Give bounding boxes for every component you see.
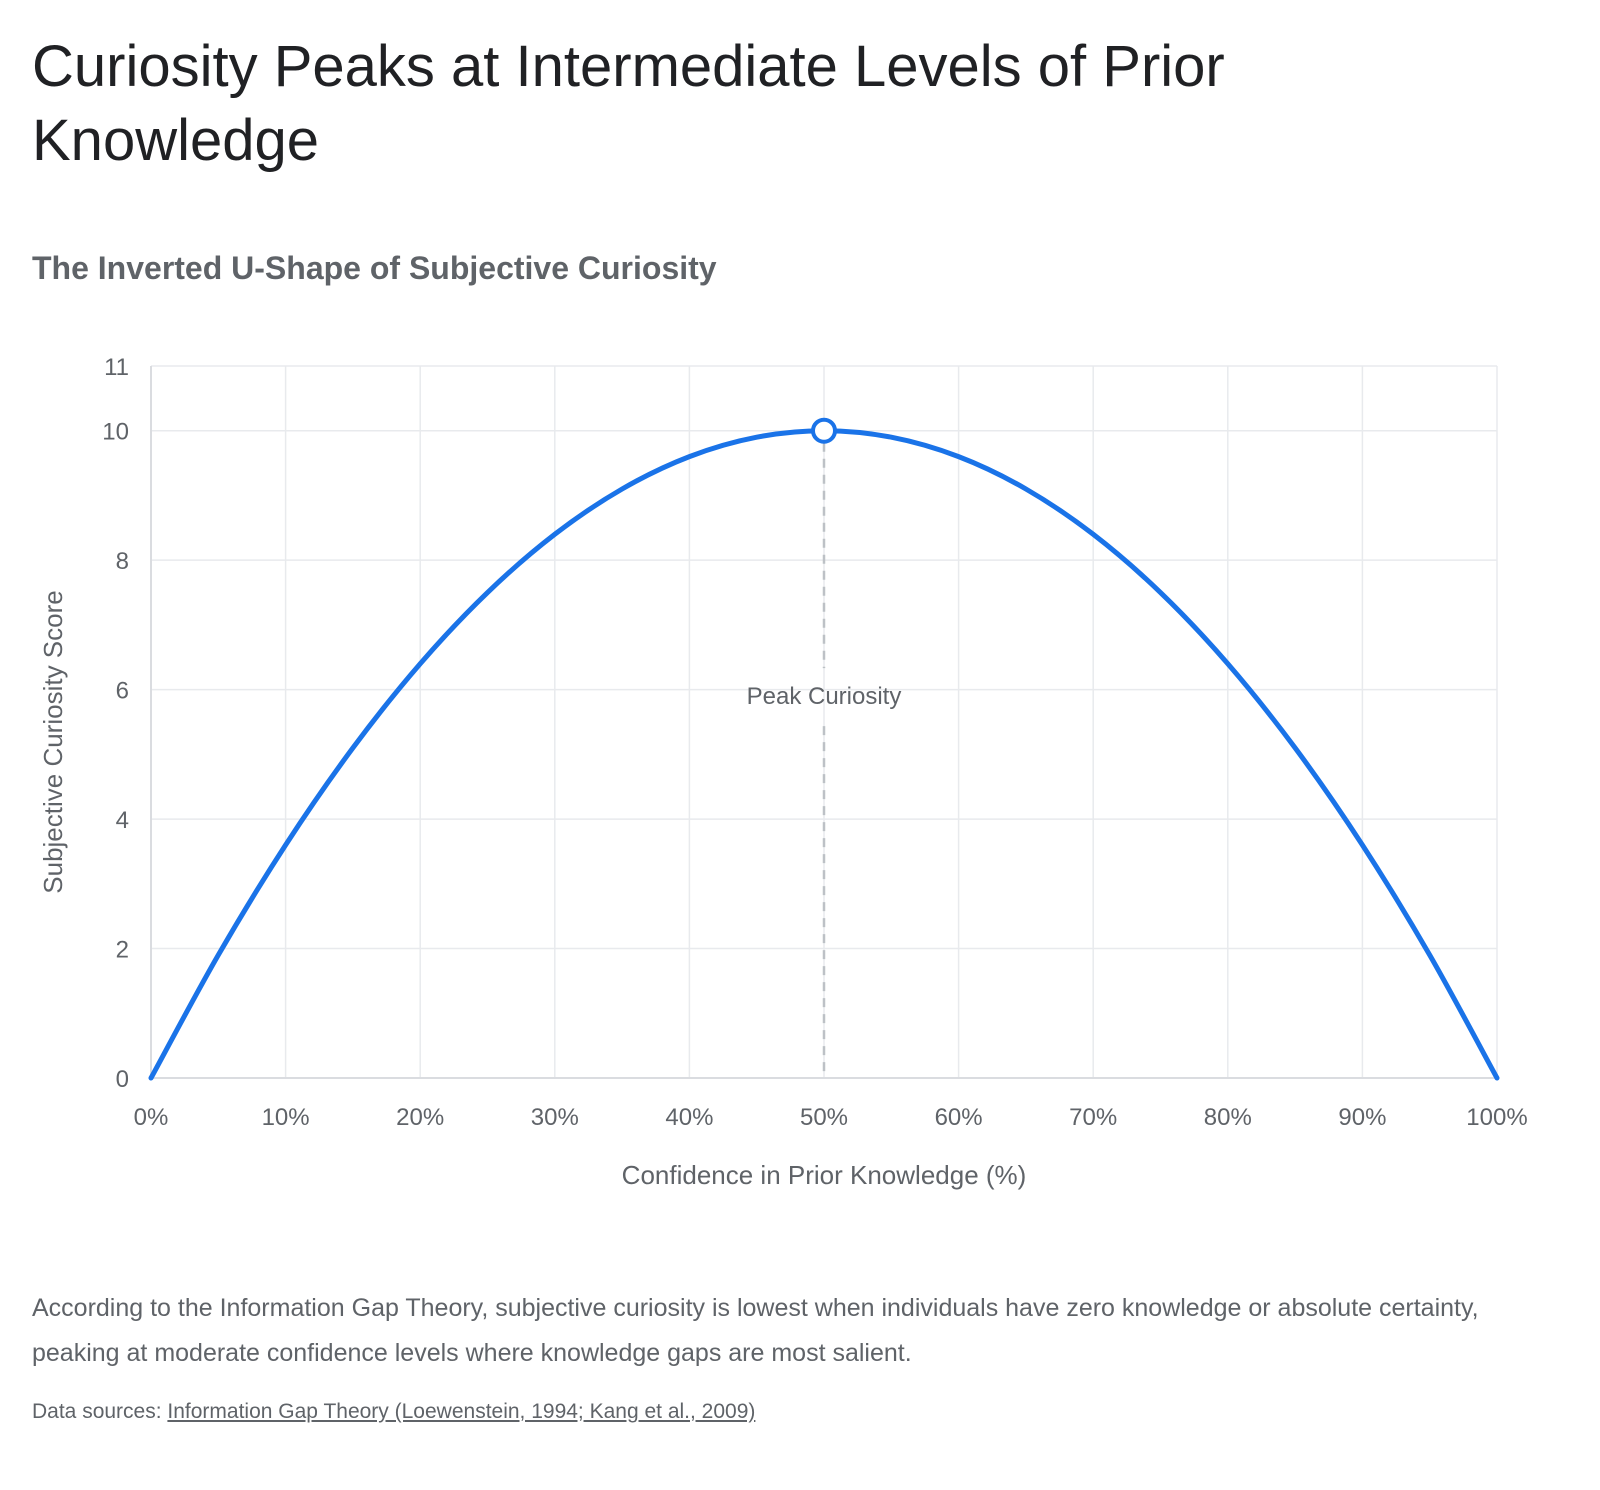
y-tick-label: 4 (116, 807, 129, 834)
x-tick-label: 40% (665, 1104, 713, 1131)
chart-description: According to the Information Gap Theory,… (32, 1294, 1479, 1367)
x-tick-label: 90% (1338, 1104, 1386, 1131)
y-tick-label: 11 (104, 354, 129, 381)
peak-marker (811, 417, 837, 444)
x-tick-label: 70% (1069, 1104, 1117, 1131)
y-tick-label: 10 (102, 419, 129, 446)
x-tick-label: 50% (800, 1104, 848, 1131)
x-tick-label: 80% (1204, 1104, 1252, 1131)
x-tick-label: 0% (134, 1104, 169, 1131)
y-axis-label: Subjective Curiosity Score (38, 590, 68, 893)
x-tick-label: 100% (1466, 1104, 1527, 1131)
data-sources: Data sources: Information Gap Theory (Lo… (32, 1396, 755, 1428)
x-axis-label: Confidence in Prior Knowledge (%) (622, 1160, 1027, 1190)
y-tick-label: 0 (116, 1066, 129, 1093)
annotations: Peak Curiosity (747, 442, 902, 1078)
sources-link[interactable]: Information Gap Theory (Loewenstein, 199… (167, 1400, 756, 1423)
x-tick-label: 20% (396, 1104, 444, 1131)
page-title: Curiosity Peaks at Intermediate Levels o… (32, 34, 1225, 173)
y-tick-label: 8 (116, 548, 129, 575)
sources-label: Data sources: (32, 1400, 168, 1423)
curiosity-line-chart: Peak Curiosity 0% 10% 20% 30% 40% 50% 60% 70% 80… (38, 354, 1528, 1190)
x-tick-label: 60% (935, 1104, 983, 1131)
series (148, 417, 1500, 1081)
chart-subtitle: The Inverted U-Shape of Subjective Curio… (32, 250, 717, 286)
axes (150, 366, 1497, 1079)
peak-annotation-label: Peak Curiosity (747, 683, 902, 710)
x-tick-label: 30% (531, 1104, 579, 1131)
y-tick-label: 6 (116, 678, 129, 705)
x-tick-label: 10% (262, 1104, 310, 1131)
y-tick-label: 2 (116, 937, 129, 964)
tick-labels: 0% 10% 20% 30% 40% 50% 60% 70% 80% 90% 100% 0 2 4 6 8 10… (102, 354, 1527, 1131)
